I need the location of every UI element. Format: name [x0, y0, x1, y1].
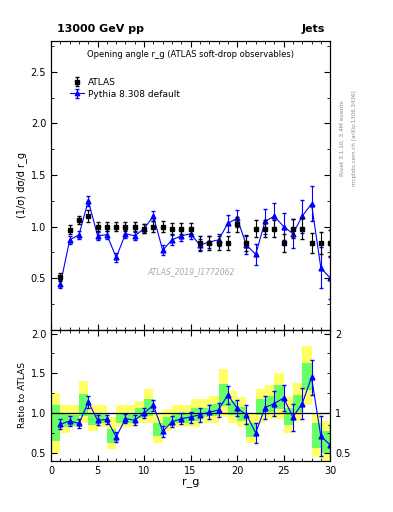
Legend: ATLAS, Pythia 8.308 default: ATLAS, Pythia 8.308 default — [67, 74, 183, 102]
Text: 13000 GeV pp: 13000 GeV pp — [57, 24, 144, 34]
Y-axis label: Ratio to ATLAS: Ratio to ATLAS — [18, 362, 27, 428]
Text: Opening angle r_g (ATLAS soft-drop observables): Opening angle r_g (ATLAS soft-drop obser… — [87, 50, 294, 58]
Text: mcplots.cern.ch [arXiv:1306.3436]: mcplots.cern.ch [arXiv:1306.3436] — [352, 91, 357, 186]
Text: Jets: Jets — [301, 24, 325, 34]
Text: Rivet 3.1.10, 3.4M events: Rivet 3.1.10, 3.4M events — [340, 100, 345, 176]
Text: ATLAS_2019_I1772062: ATLAS_2019_I1772062 — [147, 267, 234, 276]
Y-axis label: (1/σ) dσ/d r_g: (1/σ) dσ/d r_g — [16, 152, 27, 218]
X-axis label: r_g: r_g — [182, 478, 199, 488]
